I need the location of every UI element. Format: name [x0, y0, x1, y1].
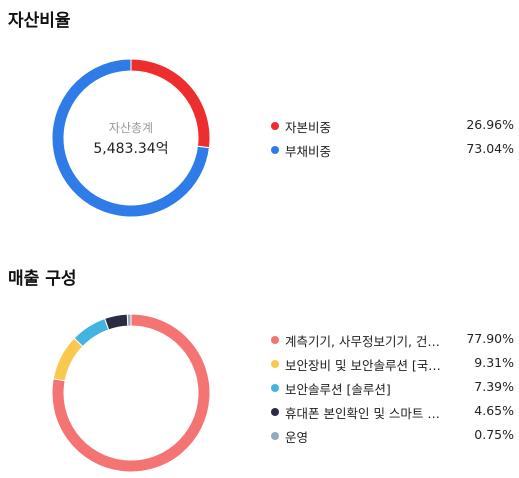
- sales-composition-title: 매출 구성: [8, 269, 77, 289]
- sales-composition-legend-value: 9.31%: [474, 355, 514, 370]
- sales-composition-legend-item: 계측기기, 사무정보기기, 건… 77.90%: [268, 328, 514, 352]
- sales-composition-slice-3: [104, 313, 129, 331]
- total-assets-value: 5,483.34억: [93, 141, 169, 157]
- sales-composition-legend-dot: [271, 360, 279, 368]
- asset-ratio-slice-1: [51, 58, 210, 218]
- sales-composition-legend-label: 휴대폰 본인확인 및 스마트 …: [285, 406, 440, 421]
- asset-ratio-legend-dot: [271, 122, 279, 130]
- sales-composition-legend-item: 보안솔루션 [솔루션] 7.39%: [268, 376, 514, 400]
- sales-composition-legend-value: 77.90%: [466, 331, 514, 346]
- sales-composition-legend-label: 보안장비 및 보안솔루션 [국…: [285, 358, 441, 373]
- sales-composition-legend-item: 보안장비 및 보안솔루션 [국… 9.31%: [268, 352, 514, 376]
- total-assets-caption: 자산총계: [108, 121, 154, 135]
- sales-composition-legend-label: 계측기기, 사무정보기기, 건…: [285, 334, 440, 349]
- asset-ratio-legend: 자본비중 26.96% 부채비중 73.04%: [268, 114, 514, 162]
- asset-ratio-legend-value: 73.04%: [466, 141, 514, 156]
- sales-composition-legend: 계측기기, 사무정보기기, 건… 77.90% 보안장비 및 보안솔루션 [국… 9.…: [268, 328, 514, 448]
- asset-ratio-legend-value: 26.96%: [466, 117, 514, 132]
- sales-composition-legend-value: 7.39%: [474, 379, 514, 394]
- asset-ratio-title: 자산비율: [8, 11, 71, 31]
- asset-ratio-legend-item: 부채비중 73.04%: [268, 138, 514, 162]
- asset-ratio-legend-label: 부채비중: [285, 144, 332, 159]
- asset-ratio-donut-chart: [51, 58, 211, 218]
- sales-composition-legend-item: 휴대폰 본인확인 및 스마트 … 4.65%: [268, 400, 514, 424]
- sales-composition-legend-dot: [271, 432, 279, 440]
- sales-composition-slice-1: [52, 337, 84, 382]
- sales-composition-legend-label: 보안솔루션 [솔루션]: [285, 382, 391, 397]
- asset-ratio-legend-item: 자본비중 26.96%: [268, 114, 514, 138]
- sales-composition-legend-item: 운영 0.75%: [268, 424, 514, 448]
- sales-composition-donut-chart: [51, 313, 211, 473]
- sales-composition-legend-dot: [271, 384, 279, 392]
- sales-composition-legend-value: 0.75%: [474, 427, 514, 442]
- sales-composition-legend-dot: [271, 336, 279, 344]
- sales-composition-legend-dot: [271, 408, 279, 416]
- sales-composition-slice-2: [73, 317, 110, 348]
- sales-composition-slice-4: [126, 313, 132, 327]
- asset-ratio-legend-label: 자본비중: [285, 120, 332, 135]
- asset-ratio-legend-dot: [271, 146, 279, 154]
- sales-composition-legend-value: 4.65%: [474, 403, 514, 418]
- sales-composition-legend-label: 운영: [285, 430, 309, 445]
